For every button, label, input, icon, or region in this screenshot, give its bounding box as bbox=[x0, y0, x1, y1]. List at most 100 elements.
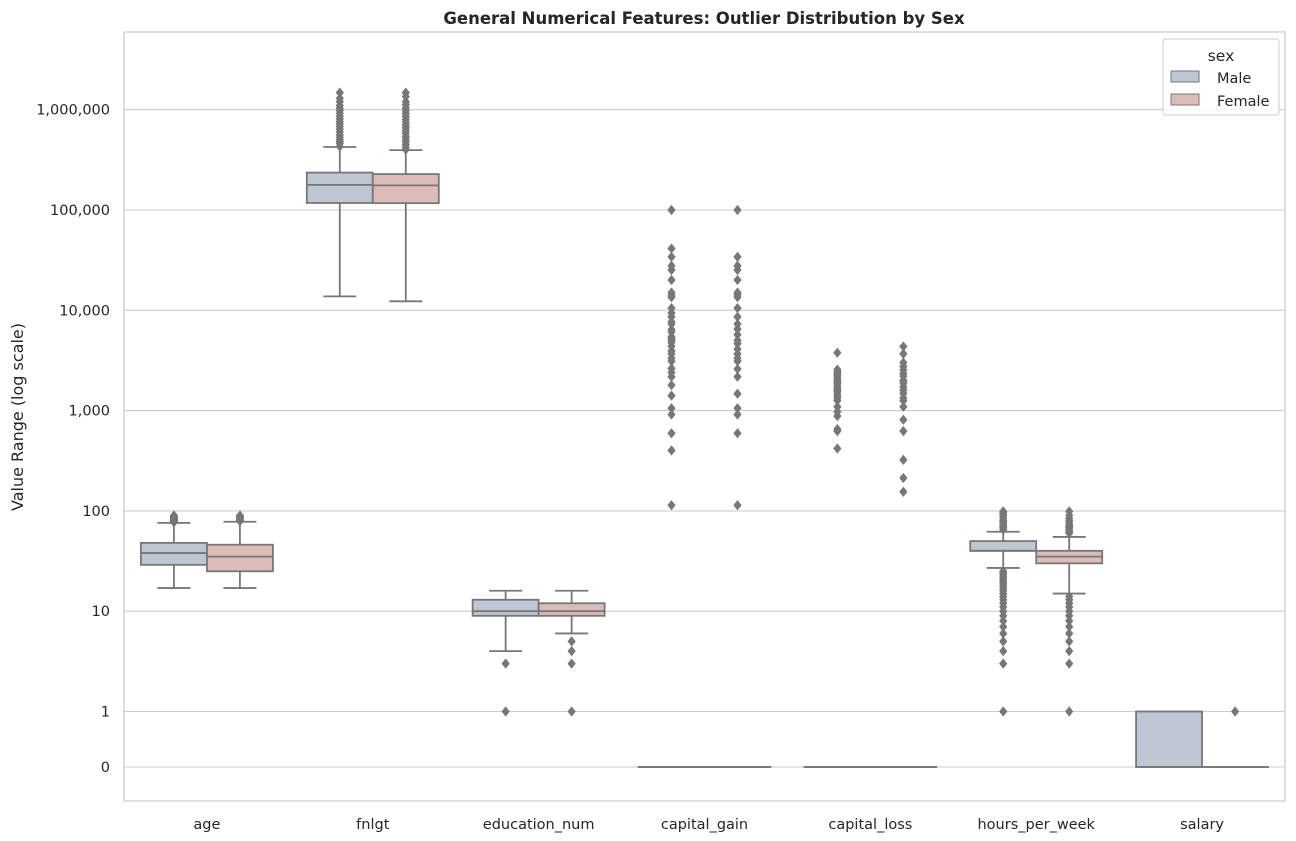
legend: sex Male Female bbox=[1162, 38, 1280, 116]
outlier-point bbox=[999, 636, 1008, 647]
outlier-point bbox=[733, 311, 742, 322]
outlier-point bbox=[733, 343, 742, 355]
outlier-point bbox=[899, 454, 908, 465]
outlier-point bbox=[733, 204, 742, 216]
outlier-point bbox=[733, 371, 742, 382]
y-axis-label: Value Range (log scale) bbox=[8, 323, 27, 511]
box-education-num-female bbox=[537, 589, 606, 717]
outlier-point bbox=[999, 706, 1008, 717]
outlier-point bbox=[899, 348, 908, 359]
y-tick-label: 1 bbox=[101, 705, 110, 721]
x-tick-label-capital-gain: capital_gain bbox=[661, 817, 748, 833]
plot-frame bbox=[123, 31, 1286, 802]
outlier-point bbox=[899, 357, 908, 368]
box-salary-female bbox=[1201, 706, 1269, 768]
outlier-point bbox=[667, 243, 676, 254]
outlier-point bbox=[667, 428, 676, 439]
outlier-point bbox=[667, 204, 676, 216]
y-tick-label: 10,000 bbox=[59, 303, 110, 319]
x-tick-label-capital-loss: capital_loss bbox=[828, 817, 912, 833]
box-capital-loss-male bbox=[803, 347, 872, 768]
outlier-point bbox=[833, 424, 842, 435]
outlier-point bbox=[1065, 628, 1074, 639]
chart-title: General Numerical Features: Outlier Dist… bbox=[443, 9, 965, 28]
y-tick-label: 0 bbox=[101, 760, 110, 776]
x-tick-label-education-num: education_num bbox=[483, 817, 595, 833]
outlier-point bbox=[733, 329, 742, 340]
outlier-point bbox=[899, 341, 908, 352]
outlier-point bbox=[833, 364, 842, 375]
y-tick-label: 1,000 bbox=[68, 404, 110, 420]
box-hours-per-week-female bbox=[1035, 506, 1104, 717]
outlier-point bbox=[1230, 706, 1240, 717]
outlier-point bbox=[667, 324, 676, 335]
outlier-point bbox=[335, 93, 344, 104]
outlier-point bbox=[1065, 506, 1074, 517]
grid-lines bbox=[124, 109, 1285, 768]
outlier-point bbox=[169, 510, 179, 521]
outlier-point bbox=[501, 658, 510, 669]
outlier-point bbox=[999, 645, 1008, 657]
legend-title: sex bbox=[1208, 47, 1235, 65]
outlier-point bbox=[999, 506, 1008, 517]
outlier-point bbox=[899, 486, 908, 497]
box-fnlgt-male bbox=[305, 87, 374, 298]
box-body bbox=[537, 602, 606, 617]
box-capital-gain-female bbox=[703, 204, 772, 768]
outlier-point bbox=[733, 428, 742, 439]
x-tick-label-hours-per-week: hours_per_week bbox=[977, 817, 1095, 833]
outlier-point bbox=[733, 409, 742, 420]
outlier-point bbox=[667, 500, 676, 511]
outlier-point bbox=[667, 251, 676, 263]
outlier-point bbox=[667, 409, 676, 420]
outlier-point bbox=[667, 445, 676, 456]
outlier-point bbox=[899, 414, 908, 425]
outlier-point bbox=[733, 403, 742, 414]
box-body bbox=[206, 543, 274, 573]
outlier-point bbox=[733, 251, 742, 263]
outlier-point bbox=[833, 443, 842, 454]
outlier-point bbox=[235, 510, 245, 521]
outlier-point bbox=[999, 628, 1008, 639]
outlier-point bbox=[733, 335, 742, 346]
box-plots bbox=[140, 87, 1269, 768]
legend-swatch-female bbox=[1170, 93, 1200, 106]
outlier-point bbox=[667, 403, 676, 414]
outlier-point bbox=[1065, 706, 1074, 717]
legend-label-female: Female bbox=[1217, 94, 1270, 110]
legend-swatch-male bbox=[1170, 70, 1200, 83]
outlier-point bbox=[899, 425, 908, 437]
box-fnlgt-female bbox=[371, 87, 440, 303]
outlier-point bbox=[1065, 591, 1074, 602]
y-tick-label: 100,000 bbox=[50, 203, 110, 219]
legend-label-male: Male bbox=[1217, 71, 1251, 87]
outlier-point bbox=[567, 658, 576, 669]
outlier-point bbox=[667, 287, 676, 298]
outlier-point bbox=[667, 260, 676, 271]
outlier-point bbox=[999, 658, 1008, 669]
box-hours-per-week-male bbox=[969, 506, 1038, 717]
outlier-point bbox=[733, 260, 742, 271]
y-tick-labels: 0 1 10 100 1,000 10,000 100,000 1,000,000 bbox=[36, 103, 110, 776]
box-body bbox=[305, 171, 374, 204]
outlier-point bbox=[667, 390, 676, 401]
y-tick-label: 10 bbox=[92, 604, 110, 620]
y-tick-label: 1,000,000 bbox=[36, 103, 110, 119]
outlier-point bbox=[833, 401, 842, 412]
outlier-point bbox=[667, 302, 676, 314]
box-education-num-male bbox=[471, 589, 540, 717]
outlier-point bbox=[733, 287, 742, 298]
outlier-point bbox=[567, 706, 576, 717]
x-tick-label-salary: salary bbox=[1180, 817, 1224, 833]
outlier-point bbox=[501, 706, 510, 717]
outlier-point bbox=[733, 388, 742, 399]
box-body bbox=[371, 173, 440, 205]
y-tick-label: 100 bbox=[82, 504, 110, 520]
outlier-point bbox=[733, 274, 742, 286]
outlier-point bbox=[733, 318, 742, 330]
outlier-point bbox=[733, 302, 742, 314]
outlier-point bbox=[567, 636, 576, 647]
outlier-point bbox=[401, 87, 410, 98]
